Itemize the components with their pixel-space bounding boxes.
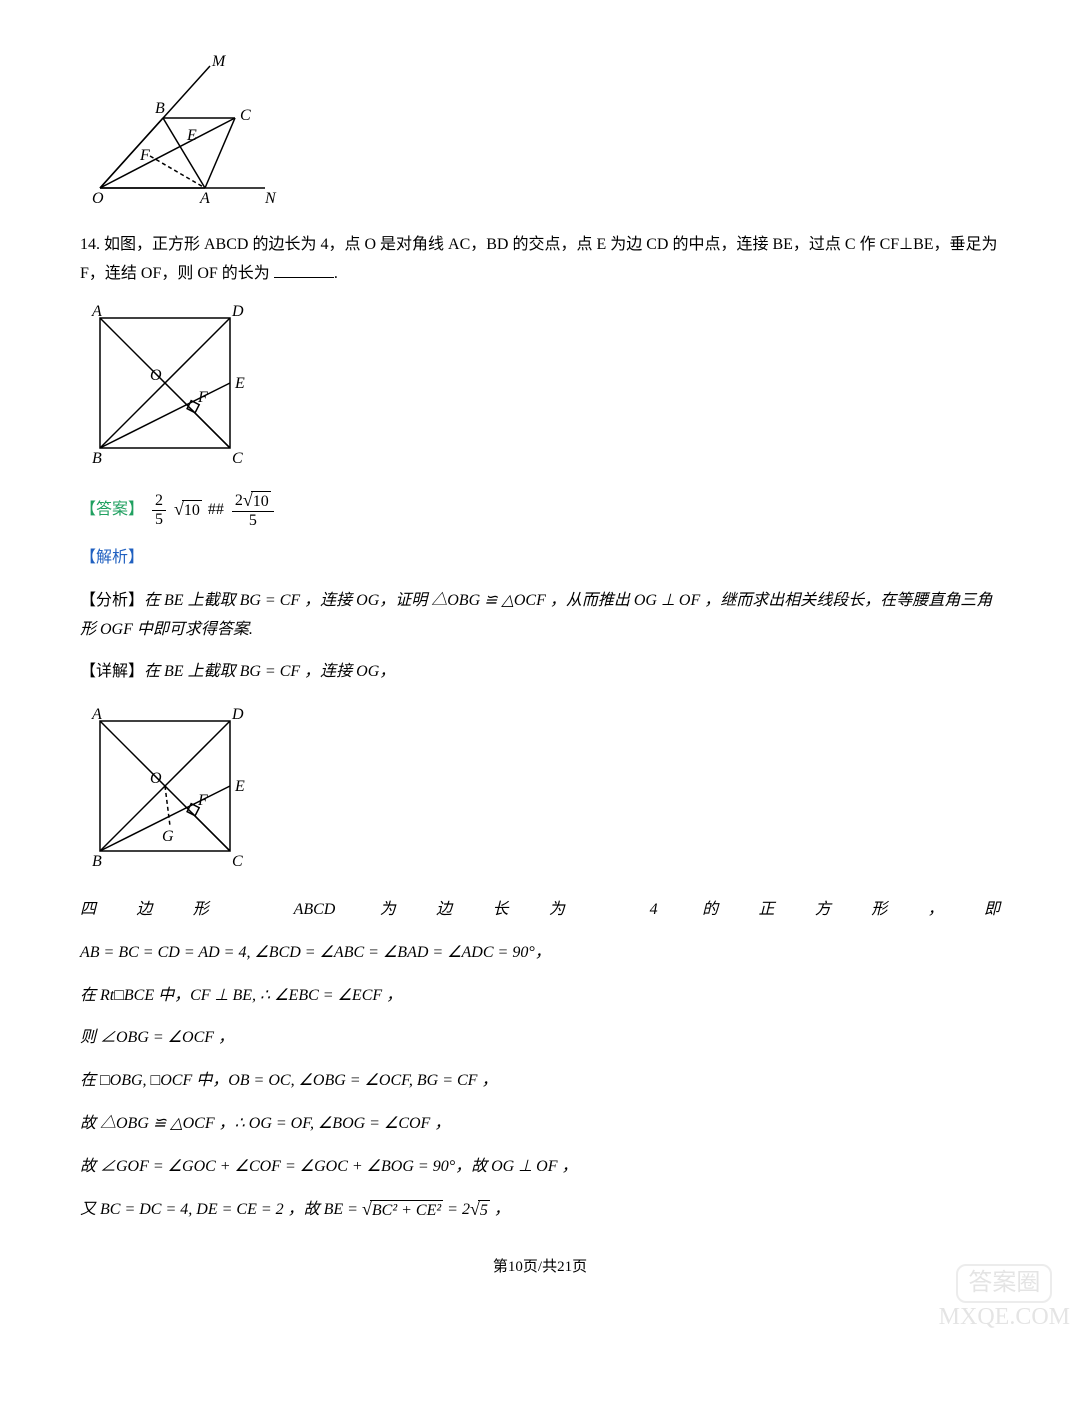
xiangjie: 【详解】在 BE 上截取 BG = CF ，连接 OG， — [80, 658, 1000, 687]
watermark-bottom: MXQE.COM — [939, 1303, 1070, 1332]
label-A3: A — [91, 706, 102, 723]
geo-svg-2: A D O F E B C — [80, 298, 260, 468]
step-6: 故 △OBG ≌ △OCF ，∴ OG = OF, ∠BOG = ∠COF ， — [80, 1110, 1000, 1139]
answer-row: 【答案】 2 5 √ 10 ## 2√10 5 — [80, 491, 1000, 530]
answer-frac2: 2√10 5 — [232, 491, 274, 530]
step8-sqrt2: √5 — [470, 1200, 490, 1220]
label-B3: B — [92, 853, 102, 870]
label-O2: O — [150, 367, 162, 384]
label-D3: D — [231, 706, 244, 723]
label-E2: E — [234, 375, 245, 392]
label-A2: A — [91, 303, 102, 320]
step8-sqrt1: √BC² + CE² — [362, 1200, 443, 1220]
figure-2: A D O F E B C — [80, 298, 1000, 479]
step-4: 则 ∠OBG = ∠OCF ， — [80, 1024, 1000, 1053]
step-3: 在 Rt□BCE 中，CF ⊥ BE, ∴ ∠EBC = ∠ECF ， — [80, 982, 1000, 1011]
label-E: E — [186, 127, 197, 144]
label-O: O — [92, 190, 104, 207]
fenxi: 【分析】在 BE 上截取 BG = CF ，连接 OG，证明 △OBG ≌ △O… — [80, 587, 1000, 645]
label-F3: F — [197, 792, 208, 809]
problem-body: 如图，正方形 ABCD 的边长为 4，点 O 是对角线 AC，BD 的交点，点 … — [80, 236, 998, 282]
label-C2: C — [232, 450, 243, 467]
answer-blank — [274, 262, 334, 278]
step-7: 故 ∠GOF = ∠GOC + ∠COF = ∠GOC + ∠BOG = 90°… — [80, 1153, 1000, 1182]
problem-14: 14. 如图，正方形 ABCD 的边长为 4，点 O 是对角线 AC，BD 的交… — [80, 231, 1000, 289]
label-M: M — [211, 53, 227, 70]
label-F: F — [139, 147, 150, 164]
label-O3: O — [150, 770, 162, 787]
figure-3: A D O F E G B C — [80, 701, 1000, 882]
step-5: 在 □OBG, □OCF 中，OB = OC, ∠OBG = ∠OCF, BG … — [80, 1067, 1000, 1096]
label-N: N — [264, 190, 277, 207]
label-F2: F — [197, 389, 208, 406]
step-2: AB = BC = CD = AD = 4, ∠BCD = ∠ABC = ∠BA… — [80, 939, 1000, 968]
geo-svg-3: A D O F E G B C — [80, 701, 260, 871]
label-E3: E — [234, 778, 245, 795]
figure-1: M B E C F O A N — [80, 48, 1000, 219]
page-footer: 第10页/共21页 — [80, 1254, 1000, 1281]
label-B2: B — [92, 450, 102, 467]
label-A: A — [199, 190, 210, 207]
label-C: C — [240, 107, 251, 124]
label-G3: G — [162, 828, 174, 845]
label-C3: C — [232, 853, 243, 870]
problem-number: 14. — [80, 236, 100, 253]
label-B: B — [155, 100, 165, 117]
answer-sep: ## — [208, 496, 224, 525]
step-8: 又 BC = DC = 4, DE = CE = 2 ，故 BE = √BC² … — [80, 1196, 1000, 1225]
label-D2: D — [231, 303, 244, 320]
geo-svg-1: M B E C F O A N — [80, 48, 280, 208]
step-1a: 四边形 ABCD 为边长为 4 的正方形，即 — [80, 896, 1000, 925]
answer-frac1: 2 5 — [152, 492, 166, 528]
answer-sqrt1: √ 10 — [174, 500, 202, 520]
analysis-label: 【解析】 — [80, 544, 1000, 573]
answer-label: 【答案】 — [80, 496, 144, 525]
problem-period: . — [334, 265, 338, 282]
